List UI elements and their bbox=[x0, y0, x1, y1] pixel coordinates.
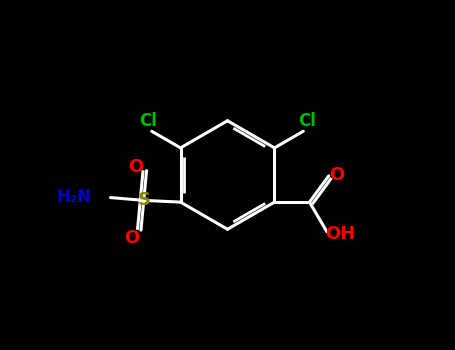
Text: O: O bbox=[329, 166, 344, 184]
Text: Cl: Cl bbox=[298, 112, 316, 130]
Text: O: O bbox=[125, 229, 140, 247]
Text: H₂N: H₂N bbox=[56, 188, 91, 206]
Text: O: O bbox=[128, 158, 144, 176]
Text: Cl: Cl bbox=[139, 112, 157, 130]
Text: OH: OH bbox=[325, 225, 355, 243]
Text: S: S bbox=[137, 191, 150, 209]
